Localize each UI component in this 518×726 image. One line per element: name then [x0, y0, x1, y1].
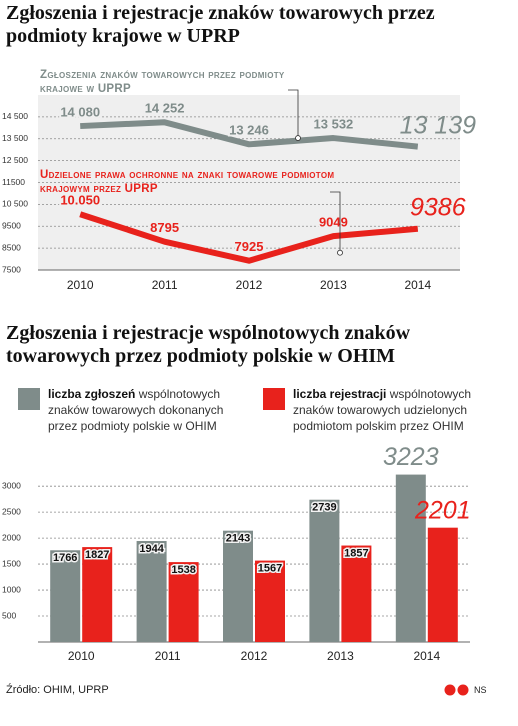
- value-label: 1567: [258, 563, 282, 575]
- x-tick-label: 2011: [152, 278, 178, 292]
- y-tick-label: 1000: [2, 584, 21, 594]
- value-label: 10.050: [60, 193, 100, 208]
- bar: [427, 527, 458, 642]
- callout: [288, 89, 299, 139]
- y-tick-label: 2000: [2, 532, 21, 542]
- line-series: [79, 211, 419, 264]
- value-label: 2739: [312, 502, 336, 514]
- icon: [444, 684, 456, 696]
- y-tick-label: 14 500: [2, 111, 28, 121]
- callout: [330, 191, 341, 253]
- bar: [395, 474, 426, 642]
- y-tick-label: 500: [2, 610, 16, 620]
- bar: [223, 530, 253, 642]
- legend-swatch: [263, 388, 285, 410]
- x-tick-label: 2011: [155, 649, 181, 663]
- x-tick-label: 2013: [320, 278, 347, 292]
- value-label: 2143: [226, 533, 250, 545]
- value-label: 3223: [383, 443, 439, 471]
- y-tick-label: 2500: [2, 506, 21, 516]
- legend-description: wspólnotowych znaków towarowych udzielon…: [293, 387, 472, 433]
- line-series: [80, 119, 419, 150]
- x-tick-label: 2010: [68, 649, 95, 663]
- y-tick-label: 8500: [2, 242, 21, 252]
- x-tick-label: 2012: [236, 278, 263, 292]
- x-tick-label: 2010: [67, 278, 94, 292]
- legend-item: liczba zgłoszeń wspólnotowych znaków tow…: [18, 386, 253, 434]
- y-tick-label: 10 500: [2, 199, 28, 209]
- value-label: 14 080: [60, 105, 100, 120]
- credit: NS: [474, 685, 487, 695]
- x-tick-label: 2012: [241, 649, 268, 663]
- value-label: 8795: [150, 220, 179, 235]
- value-label: 1766: [53, 552, 77, 564]
- copyright-icons: [444, 684, 469, 696]
- value-label: 13 532: [314, 116, 354, 131]
- value-label: 7925: [235, 239, 264, 254]
- value-label: 13 139: [400, 111, 477, 139]
- y-tick-label: 11500: [2, 177, 25, 187]
- bar: [82, 547, 113, 642]
- y-tick-label: 12 500: [2, 155, 28, 165]
- value-label: 9049: [319, 215, 348, 230]
- legend-swatch: [18, 388, 40, 410]
- x-tick-label: 2014: [404, 278, 431, 292]
- bar: [341, 545, 372, 642]
- legend-description: wspólnotowych znaków towarowych dokonany…: [48, 387, 224, 433]
- legend-name: liczba rejestracji: [293, 387, 387, 401]
- value-label: 14 252: [145, 101, 185, 116]
- series-label: Udzielone prawa ochronne na znaki towaro…: [40, 169, 335, 195]
- y-tick-label: 1500: [2, 558, 21, 568]
- callout-dot: [337, 249, 343, 256]
- chart-title: Zgłoszenia i rejestracje znaków towarowy…: [6, 2, 435, 47]
- y-tick-label: 9500: [2, 221, 21, 231]
- chart-title: Zgłoszenia i rejestracje wspólnotowych z…: [6, 322, 411, 367]
- value-label: 1944: [139, 543, 164, 555]
- legend-item: liczba rejestracji wspólnotowych znaków …: [263, 386, 498, 434]
- value-label: 1538: [171, 564, 195, 576]
- y-tick-label: 3000: [2, 480, 21, 490]
- bar: [50, 550, 81, 642]
- source: Źródło: OHIM, UPRP: [6, 684, 109, 696]
- value-label: 9386: [410, 193, 466, 221]
- series-label: Zgłoszenia znaków towarowych przez podmi…: [40, 69, 285, 95]
- bar: [255, 560, 285, 642]
- y-tick-label: 7500: [2, 264, 21, 274]
- value-label: 1857: [344, 547, 368, 559]
- x-tick-label: 2013: [327, 649, 354, 663]
- callout-dot: [295, 135, 301, 141]
- bar: [136, 541, 167, 642]
- value-label: 2201: [414, 496, 471, 524]
- legend-name: liczba zgłoszeń: [48, 387, 136, 401]
- value-label: 1827: [85, 549, 109, 561]
- bar: [309, 499, 340, 642]
- value-label: 13 246: [229, 123, 269, 138]
- x-tick-label: 2014: [413, 649, 440, 663]
- icon: [457, 684, 469, 696]
- y-tick-label: 13 500: [2, 133, 28, 143]
- bar: [168, 562, 199, 642]
